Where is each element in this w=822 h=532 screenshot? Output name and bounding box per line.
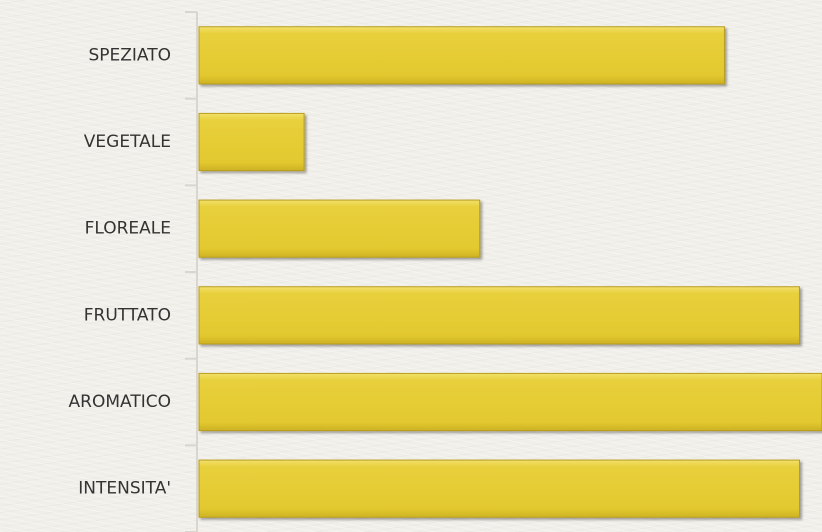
- bar-vegetale: [198, 112, 305, 172]
- bar-fruttato: [198, 286, 800, 345]
- category-label: SPEZIATO: [88, 45, 171, 65]
- bar-aromatico: [198, 372, 822, 432]
- bar-floreale: [198, 199, 481, 258]
- category-label: INTENSITA': [78, 479, 171, 499]
- bar-intensita: [198, 459, 800, 518]
- bar-speziato: [198, 26, 725, 85]
- category-axis: [185, 11, 198, 532]
- category-label: FRUTTATO: [84, 305, 171, 325]
- category-labels: SPEZIATO VEGETALE FLOREALE FRUTTATO AROMATIC…: [69, 45, 171, 498]
- category-label: VEGETALE: [84, 132, 171, 152]
- category-label: AROMATICO: [69, 392, 171, 412]
- bars: [198, 26, 822, 518]
- category-label: FLOREALE: [85, 219, 171, 239]
